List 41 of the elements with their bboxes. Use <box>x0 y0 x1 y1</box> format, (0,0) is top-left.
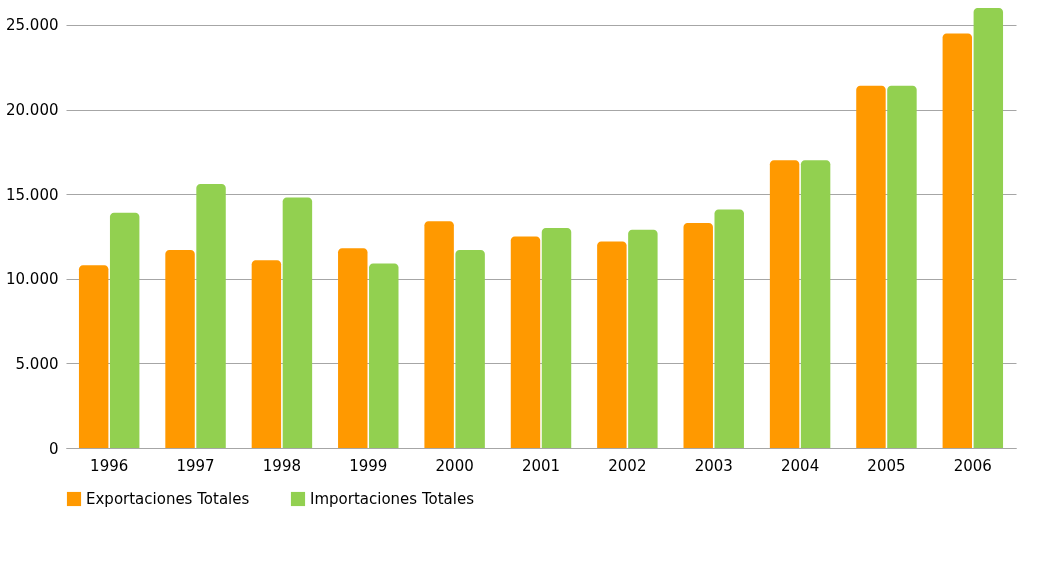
bar <box>541 228 572 448</box>
bar <box>597 241 627 448</box>
x-tick-label: 2002 <box>608 456 647 475</box>
legend-label: Importaciones Totales <box>310 490 475 508</box>
x-tick-label: 1999 <box>349 456 388 475</box>
bar <box>973 8 1004 448</box>
bar <box>251 260 282 448</box>
bar <box>942 33 973 448</box>
bar <box>196 184 226 448</box>
bar <box>683 222 713 448</box>
y-tick-label: 0 <box>48 439 59 458</box>
bar <box>455 250 485 448</box>
x-tick-label: 2001 <box>521 456 561 475</box>
y-tick-label: 20.000 <box>6 101 59 120</box>
bar <box>628 229 658 448</box>
bar <box>109 212 140 448</box>
bar <box>282 197 313 448</box>
bar <box>78 265 109 448</box>
bar <box>769 160 800 448</box>
y-tick-label: 15.000 <box>6 185 59 204</box>
x-tick-label: 1996 <box>90 456 129 475</box>
bar <box>424 221 454 448</box>
bar <box>714 209 744 448</box>
x-tick-label: 1997 <box>176 456 215 475</box>
bar <box>856 85 886 448</box>
legend-label: Exportaciones Totales <box>86 490 250 508</box>
bar <box>800 160 831 448</box>
bar <box>338 248 368 448</box>
bar <box>510 236 541 448</box>
y-tick-label: 25.000 <box>6 16 59 35</box>
x-tick-label: 2005 <box>867 456 906 475</box>
x-tick-label: 1998 <box>262 456 301 475</box>
bar <box>369 263 399 448</box>
bar <box>887 85 917 448</box>
x-tick-label: 2003 <box>694 456 733 475</box>
x-tick-label: 2006 <box>953 456 992 475</box>
y-tick-label: 5.000 <box>15 354 59 373</box>
x-tick-label: 2000 <box>435 456 474 475</box>
x-tick-label: 2004 <box>781 456 820 475</box>
y-tick-label: 10.000 <box>6 270 59 289</box>
bar <box>165 250 195 448</box>
